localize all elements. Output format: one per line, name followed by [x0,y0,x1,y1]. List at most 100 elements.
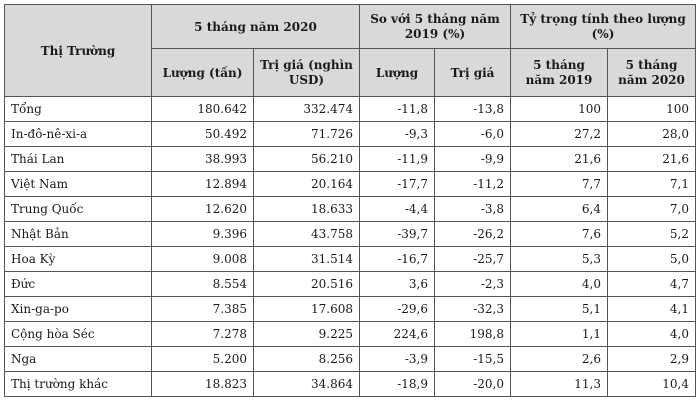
table-cell-share-2019: 21,6 [510,146,608,172]
header-share-2019: 5 tháng năm 2019 [510,48,608,97]
table-cell-share-2019: 27,2 [510,121,608,147]
table-cell-market: Cộng hòa Séc [4,321,152,347]
header-cmp-value: Trị giá [434,48,511,97]
table-cell-volume: 7.385 [151,296,254,322]
table-cell-market: Đức [4,271,152,297]
table-cell-share-2019: 100 [510,96,608,122]
table-row: Cộng hòa Séc 7.278 9.225 224,6 198,8 1,1 4,0 [4,321,696,347]
table-cell-volume: 8.554 [151,271,254,297]
table-cell-volume: 7.278 [151,321,254,347]
table-cell-cmp-value: -25,7 [434,246,511,272]
header-cmp-volume: Lượng [359,48,435,97]
table-cell-volume: 50.492 [151,121,254,147]
market-table: Thị Trường 5 tháng năm 2020 So với 5 thá… [4,4,696,397]
table-cell-share-2019: 7,6 [510,221,608,247]
header-group-compare: So với 5 tháng năm 2019 (%) [359,4,511,49]
header-value: Trị giá (nghìn USD) [253,48,360,97]
table-cell-cmp-value: -11,2 [434,171,511,197]
table-cell-share-2019: 11,3 [510,371,608,397]
table-cell-cmp-volume: -18,9 [359,371,435,397]
table-cell-volume: 9.396 [151,221,254,247]
table-cell-market: Hoa Kỳ [4,246,152,272]
table-cell-value: 9.225 [253,321,360,347]
table-cell-cmp-volume: 224,6 [359,321,435,347]
table-cell-cmp-volume: -16,7 [359,246,435,272]
table-cell-cmp-volume: -17,7 [359,171,435,197]
table-cell-share-2020: 7,0 [607,196,696,222]
header-group-5months: 5 tháng năm 2020 [151,4,360,49]
table-cell-market: Nga [4,346,152,372]
table-body: Tổng 180.642 332.474 -11,8 -13,8 100 100 In-đô-… [4,96,696,397]
table-cell-cmp-value: -6,0 [434,121,511,147]
table-cell-cmp-volume: -9,3 [359,121,435,147]
table-cell-value: 20.164 [253,171,360,197]
table-cell-share-2019: 2,6 [510,346,608,372]
table-cell-share-2019: 6,4 [510,196,608,222]
table-cell-value: 17.608 [253,296,360,322]
table-cell-cmp-value: -13,8 [434,96,511,122]
table-row: Việt Nam 12.894 20.164 -17,7 -11,2 7,7 7,1 [4,171,696,197]
header-volume: Lượng (tấn) [151,48,254,97]
table-row: Nhật Bản 9.396 43.758 -39,7 -26,2 7,6 5,2 [4,221,696,247]
table-cell-share-2020: 4,7 [607,271,696,297]
table-cell-share-2020: 7,1 [607,171,696,197]
table-cell-share-2019: 5,1 [510,296,608,322]
table-cell-share-2020: 28,0 [607,121,696,147]
table-cell-share-2020: 4,0 [607,321,696,347]
table-cell-cmp-volume: -4,4 [359,196,435,222]
table-cell-share-2020: 5,0 [607,246,696,272]
table-cell-market: Việt Nam [4,171,152,197]
table-cell-cmp-volume: -3,9 [359,346,435,372]
header-group-share: Tỷ trọng tính theo lượng (%) [510,4,696,49]
table-cell-volume: 12.894 [151,171,254,197]
table-cell-share-2019: 1,1 [510,321,608,347]
table-row: Hoa Kỳ 9.008 31.514 -16,7 -25,7 5,3 5,0 [4,246,696,272]
table-cell-value: 18.633 [253,196,360,222]
table-cell-cmp-volume: 3,6 [359,271,435,297]
table-cell-cmp-value: -20,0 [434,371,511,397]
table-cell-market: Nhật Bản [4,221,152,247]
table-cell-cmp-value: -3,8 [434,196,511,222]
table-cell-share-2019: 7,7 [510,171,608,197]
table-cell-share-2019: 5,3 [510,246,608,272]
table-cell-volume: 38.993 [151,146,254,172]
table-row: Thị trường khác 18.823 34.864 -18,9 -20,0 11,… [4,371,696,397]
table-cell-cmp-value: -9,9 [434,146,511,172]
table-cell-cmp-value: -32,3 [434,296,511,322]
table-row: Trung Quốc 12.620 18.633 -4,4 -3,8 6,4 7,0 [4,196,696,222]
table-cell-volume: 18.823 [151,371,254,397]
table-cell-cmp-volume: -11,9 [359,146,435,172]
table-cell-share-2020: 2,9 [607,346,696,372]
table-row: In-đô-nê-xi-a 50.492 71.726 -9,3 -6,0 27,2 28,… [4,121,696,147]
table-cell-market: Trung Quốc [4,196,152,222]
table-cell-share-2019: 4,0 [510,271,608,297]
table-row: Thái Lan 38.993 56.210 -11,9 -9,9 21,6 21,6 [4,146,696,172]
table-cell-share-2020: 5,2 [607,221,696,247]
header-market: Thị Trường [4,4,152,97]
table-cell-share-2020: 100 [607,96,696,122]
table-cell-volume: 180.642 [151,96,254,122]
table-cell-value: 56.210 [253,146,360,172]
table-cell-market: Thị trường khác [4,371,152,397]
table-cell-value: 332.474 [253,96,360,122]
table-cell-share-2020: 10,4 [607,371,696,397]
table-cell-value: 31.514 [253,246,360,272]
table-cell-cmp-value: -15,5 [434,346,511,372]
table-cell-cmp-value: -26,2 [434,221,511,247]
table-cell-share-2020: 21,6 [607,146,696,172]
table-cell-cmp-value: -2,3 [434,271,511,297]
table-cell-value: 34.864 [253,371,360,397]
table-cell-volume: 9.008 [151,246,254,272]
table-cell-cmp-volume: -29,6 [359,296,435,322]
table-cell-cmp-value: 198,8 [434,321,511,347]
table-cell-value: 71.726 [253,121,360,147]
table-row: Đức 8.554 20.516 3,6 -2,3 4,0 4,7 [4,271,696,297]
table-cell-value: 20.516 [253,271,360,297]
table-cell-cmp-volume: -39,7 [359,221,435,247]
table-cell-market: Thái Lan [4,146,152,172]
table-row: Tổng 180.642 332.474 -11,8 -13,8 100 100 [4,96,696,122]
table-cell-market: Xin-ga-po [4,296,152,322]
table-cell-volume: 12.620 [151,196,254,222]
table-cell-value: 43.758 [253,221,360,247]
table-cell-cmp-volume: -11,8 [359,96,435,122]
